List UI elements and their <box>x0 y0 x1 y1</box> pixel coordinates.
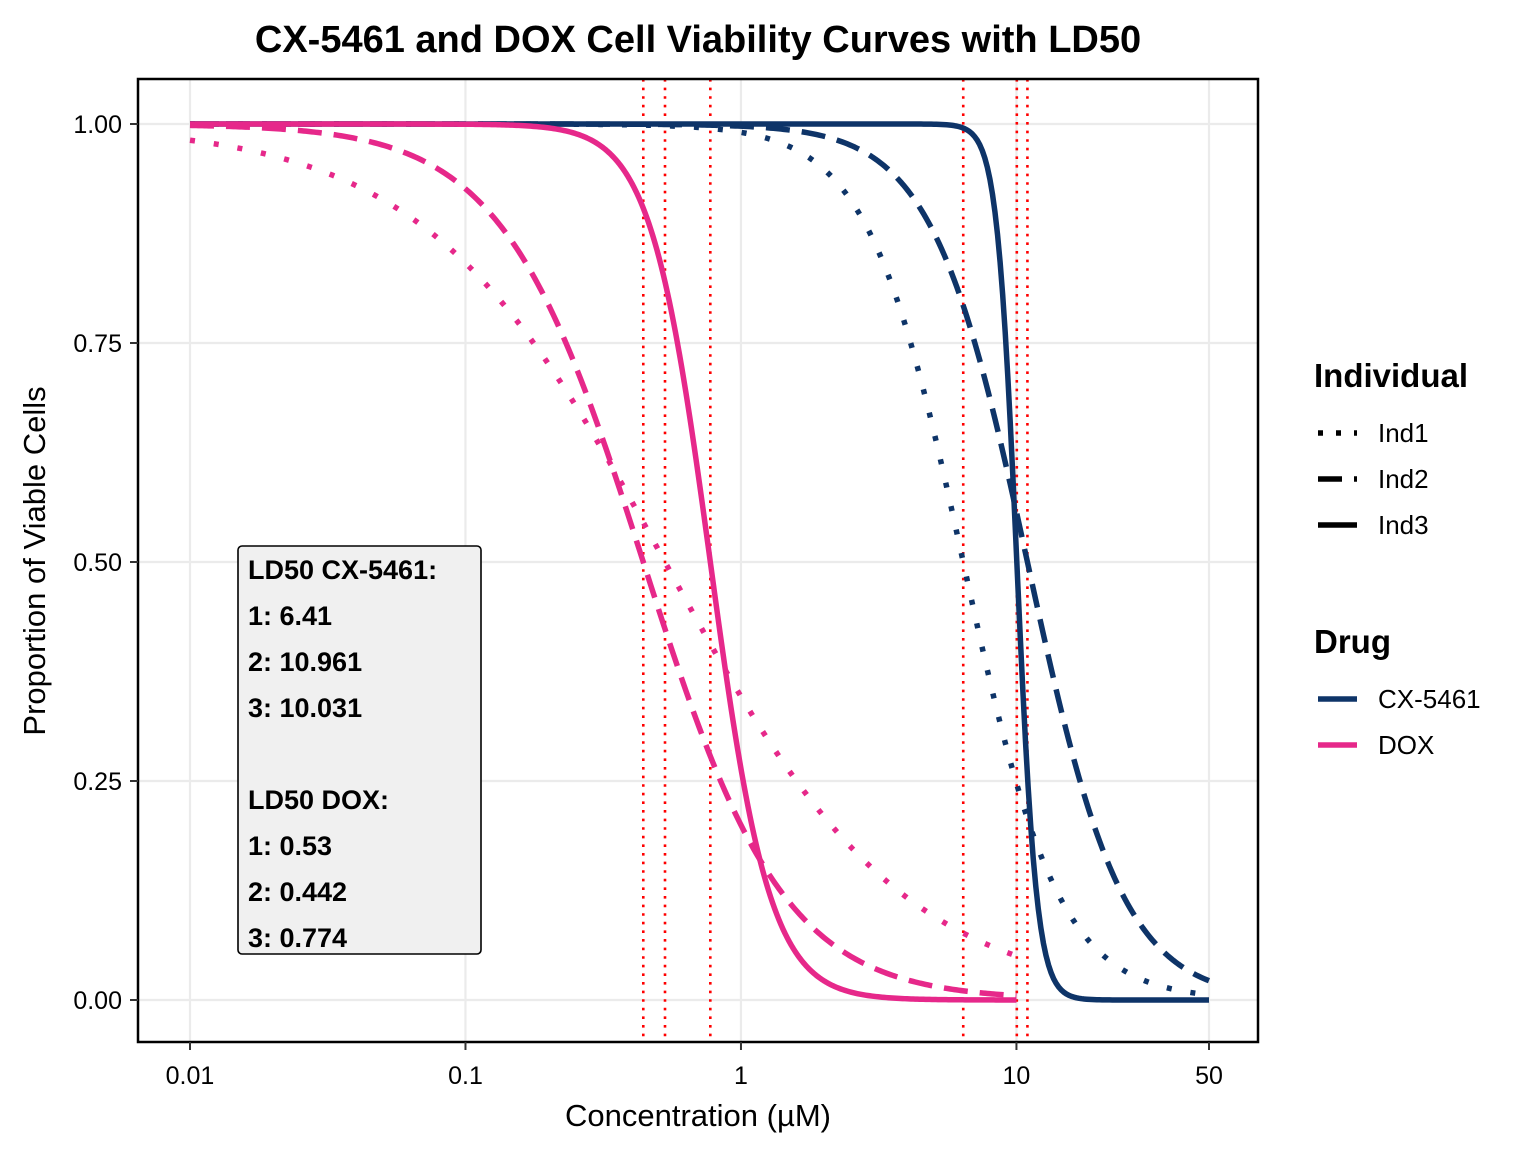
annotation-line-8: 3: 0.774 <box>248 923 347 953</box>
x-tick-label-1: 0.1 <box>448 1062 483 1090</box>
y-tick-label-0: 0.00 <box>73 987 122 1015</box>
y-tick-label-4: 1.00 <box>73 111 122 139</box>
legend-label-dox: DOX <box>1378 730 1434 760</box>
legend-label-ind1: Ind1 <box>1378 418 1429 448</box>
legend-title-individual: Individual <box>1314 357 1468 394</box>
legend-label-ind2: Ind2 <box>1378 464 1429 494</box>
annotation-line-6: 1: 0.53 <box>248 831 332 861</box>
annotation-line-0: LD50 CX-5461: <box>248 555 437 585</box>
y-axis-label: Proportion of Viable Cells <box>17 386 52 735</box>
ld50-annotation-box: LD50 CX-5461: 1: 6.41 2: 10.961 3: 10.031 LD… <box>237 545 482 955</box>
tick-layer: 0.01 0.1 1 10 50 0.00 0.25 0.50 0.75 1.00 <box>73 111 1223 1090</box>
annotation-line-2: 2: 10.961 <box>248 647 362 677</box>
annotation-line-5: LD50 DOX: <box>248 785 389 815</box>
series-dox-ind3 <box>189 121 1018 1003</box>
x-tick-label-4: 50 <box>1195 1062 1223 1090</box>
x-tick-label-2: 1 <box>734 1062 748 1090</box>
chart-title: CX-5461 and DOX Cell Viability Curves wi… <box>255 19 1141 61</box>
legend-label-ind3: Ind3 <box>1378 510 1429 540</box>
y-tick-label-1: 0.25 <box>73 768 122 796</box>
legend-title-drug: Drug <box>1314 623 1391 660</box>
panel-border <box>136 77 1260 1044</box>
x-axis-label: Concentration (µM) <box>565 1098 831 1133</box>
series-layer <box>189 121 1211 1003</box>
legend: Individual Ind1 Ind2 Ind3 Drug CX-5461 DOX <box>1314 357 1481 760</box>
y-tick-label-3: 0.75 <box>73 330 122 358</box>
annotation-line-3: 3: 10.031 <box>248 693 362 723</box>
legend-label-cx-5461: CX-5461 <box>1378 684 1481 714</box>
annotation-line-1: 1: 6.41 <box>248 601 332 631</box>
x-tick-label-3: 10 <box>1003 1062 1031 1090</box>
x-tick-label-0: 0.01 <box>166 1062 215 1090</box>
y-tick-label-2: 0.50 <box>73 549 122 577</box>
series-dox-ind2 <box>189 122 1018 999</box>
annotation-line-7: 2: 0.442 <box>248 877 347 907</box>
annotation-box-bg <box>237 545 482 955</box>
ld50-vline-layer <box>641 79 1029 1042</box>
